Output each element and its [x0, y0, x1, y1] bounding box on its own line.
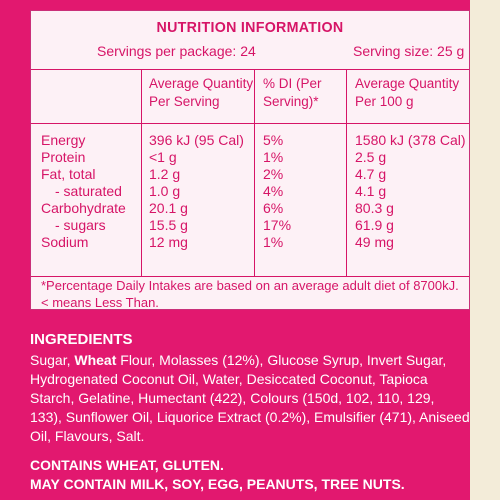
header-daily-intake: % DI (Per Serving)* [263, 75, 322, 111]
daily-intake-value: 6% [263, 200, 284, 216]
per-100g-value: 2.5 g [355, 149, 387, 165]
may-contain-statement: MAY CONTAIN MILK, SOY, EGG, PEANUTS, TRE… [30, 476, 405, 492]
nutrient-label: Protein [41, 149, 86, 165]
daily-intake-value: 17% [263, 217, 292, 233]
per-100g-value: 80.3 g [355, 200, 394, 216]
per-100g-value: 4.1 g [355, 183, 387, 199]
serving-size: Serving size: 25 g [353, 43, 465, 59]
nutrition-information-panel: NUTRITION INFORMATION Servings per packa… [30, 10, 470, 310]
header-per-100g: Average Quantity Per 100 g [355, 75, 459, 111]
header-text: Average Quantity [149, 76, 254, 91]
header-text: Average Quantity [355, 76, 460, 91]
per-serving-value: <1 g [149, 149, 177, 165]
ingredients-text: Flour, Molasses (12%), Glucose Syrup, In… [30, 352, 470, 444]
allergen-highlight: Wheat [74, 352, 117, 368]
per-100g-value: 1580 kJ (378 Cal) [355, 132, 466, 148]
servings-per-package: Servings per package: 24 [97, 43, 256, 59]
ingredients-title: INGREDIENTS [30, 331, 133, 348]
daily-intake-value: 2% [263, 166, 284, 182]
per-100g-value: 49 mg [355, 234, 394, 250]
nutrient-label: Carbohydrate [41, 200, 126, 216]
column-divider [346, 69, 347, 276]
per-serving-value: 396 kJ (95 Cal) [149, 132, 244, 148]
header-per-serving: Average Quantity Per Serving [149, 75, 253, 111]
daily-intake-value: 5% [263, 132, 284, 148]
nutrient-label: Energy [41, 132, 86, 148]
nutrition-title: NUTRITION INFORMATION [156, 19, 344, 36]
per-serving-value: 15.5 g [149, 217, 188, 233]
footnote-line: *Percentage Daily Intakes are based on a… [41, 278, 459, 293]
ingredients-text: Sugar, [30, 352, 75, 368]
per-serving-value: 12 mg [149, 234, 188, 250]
footnote: *Percentage Daily Intakes are based on a… [41, 277, 459, 311]
per-100g-value: 4.7 g [355, 166, 387, 182]
nutrient-label: Sodium [41, 234, 89, 250]
per-serving-value: 1.2 g [149, 166, 181, 182]
ingredients-list: Sugar, Wheat Flour, Molasses (12%), Gluc… [30, 351, 470, 446]
header-text: Per 100 g [355, 94, 414, 109]
contains-statement: CONTAINS WHEAT, GLUTEN. [30, 457, 224, 473]
per-serving-value: 1.0 g [149, 183, 181, 199]
table-bottom-rule [31, 276, 469, 277]
header-text: Per Serving [149, 94, 220, 109]
per-100g-value: 61.9 g [355, 217, 394, 233]
column-divider [254, 69, 255, 276]
nutrient-label: - saturated [55, 183, 122, 199]
nutrient-label: - sugars [55, 217, 106, 233]
daily-intake-value: 4% [263, 183, 284, 199]
table-top-rule [31, 69, 469, 70]
nutrient-label: Fat, total [41, 166, 96, 182]
footnote-line: < means Less Than. [41, 295, 159, 310]
ingredients-section: INGREDIENTS Sugar, Wheat Flour, Molasses… [30, 330, 470, 494]
daily-intake-value: 1% [263, 234, 284, 250]
header-text: Serving)* [263, 94, 319, 109]
header-bottom-rule [31, 123, 469, 124]
header-text: % DI (Per [263, 76, 322, 91]
column-divider [141, 69, 142, 276]
packaging-edge [470, 0, 500, 500]
daily-intake-value: 1% [263, 149, 284, 165]
per-serving-value: 20.1 g [149, 200, 188, 216]
